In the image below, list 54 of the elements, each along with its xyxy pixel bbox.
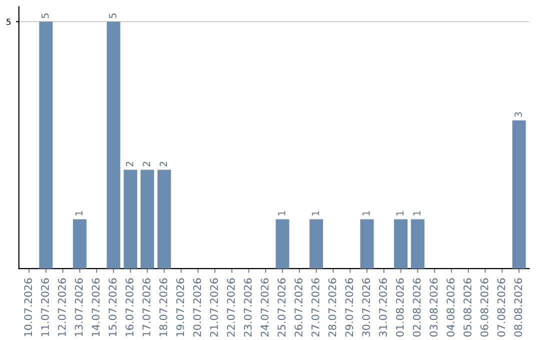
x-tick-label: 22.07.2026: [226, 278, 235, 337]
x-tick-label: 28.07.2026: [328, 278, 336, 337]
x-tick-label: 06.08.2026: [480, 278, 488, 337]
x-tick-label: 11.07.2026: [41, 278, 49, 336]
x-tick-label: 26.07.2026: [294, 278, 302, 337]
data-label: 5: [109, 14, 116, 18]
bar: [72, 219, 86, 269]
bar: [512, 120, 526, 269]
x-tick-label: 14.07.2026: [92, 278, 100, 336]
data-label: 1: [312, 211, 319, 216]
x-tick-label: 01.08.2026: [396, 278, 404, 337]
data-label: 1: [75, 211, 82, 216]
data-label: 2: [160, 162, 167, 166]
x-tick-label: 19.07.2026: [176, 278, 184, 336]
bar: [124, 170, 138, 269]
x-tick-label: 17.07.2026: [142, 278, 150, 336]
data-label: 1: [413, 211, 420, 216]
x-tick-label: 31.07.2026: [379, 278, 387, 336]
bar: [276, 219, 290, 269]
bar: [140, 170, 154, 269]
x-tick-label: 16.07.2026: [126, 278, 134, 336]
x-tick-label: 30.07.2026: [362, 278, 370, 336]
x-tick-label: 02.08.2026: [412, 278, 421, 337]
bar: [39, 22, 53, 269]
data-label: 2: [142, 162, 150, 166]
x-tick-label: 05.08.2026: [464, 278, 472, 337]
bar: [360, 219, 374, 269]
x-tick-label: 13.07.2026: [74, 278, 83, 336]
x-tick-label: 27.07.2026: [311, 278, 320, 337]
data-label: 2: [126, 162, 134, 166]
data-label: 3: [514, 112, 522, 117]
bar: [106, 22, 120, 269]
x-tick-label: 08.08.2026: [514, 278, 522, 337]
bar: [394, 219, 408, 269]
data-label: 1: [396, 211, 404, 216]
x-tick-label: 12.07.2026: [58, 278, 66, 336]
x-tick-label: 15.07.2026: [108, 278, 117, 336]
x-tick-label: 04.08.2026: [446, 278, 454, 337]
bar: [410, 219, 424, 269]
data-label: 5: [42, 14, 49, 18]
data-label: 1: [278, 211, 286, 216]
x-tick-label: 03.08.2026: [430, 278, 438, 337]
data-label: 1: [362, 211, 370, 216]
x-tick-label: 21.07.2026: [210, 278, 218, 337]
x-tick-label: 18.07.2026: [159, 278, 168, 336]
x-tick-label: 10.07.2026: [24, 278, 32, 336]
x-tick-label: 20.07.2026: [193, 278, 202, 337]
x-tick-label: 07.08.2026: [497, 278, 506, 337]
x-tick-label: 29.07.2026: [345, 278, 354, 337]
x-tick-label: 23.07.2026: [244, 278, 252, 337]
x-tick-label: 24.07.2026: [260, 278, 269, 337]
bar: [157, 170, 171, 269]
x-tick-label: 25.07.2026: [278, 278, 286, 337]
bar: [310, 219, 324, 269]
